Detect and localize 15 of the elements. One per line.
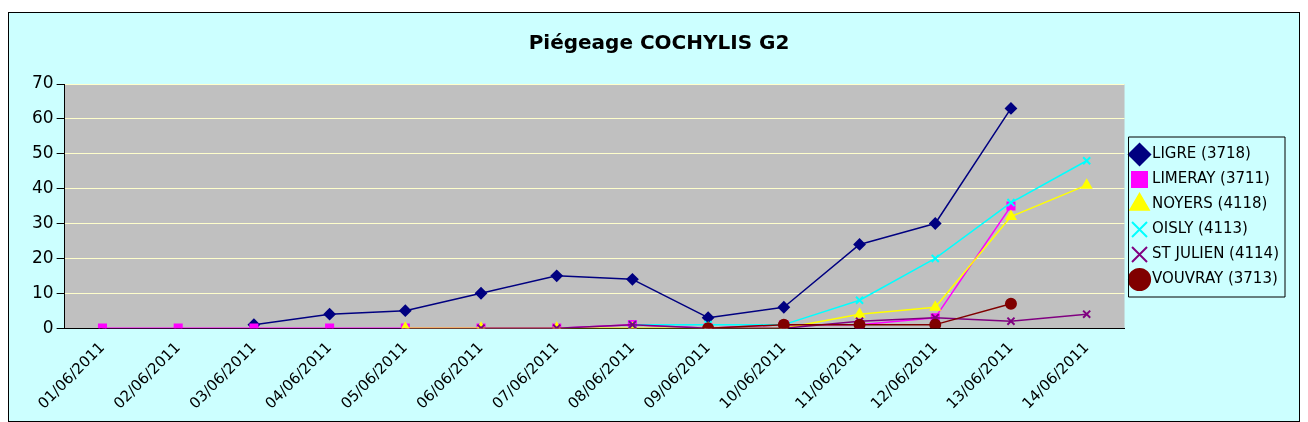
y-tick-label: 70 (31, 72, 54, 93)
legend-label: LIMERAY (3711) (1152, 169, 1270, 188)
legend-label: NOYERS (4118) (1152, 194, 1268, 213)
legend-label: ST JULIEN (4114) (1152, 244, 1279, 263)
legend-label: LIGRE (3718) (1152, 144, 1251, 163)
legend-label: VOUVRAY (3713) (1152, 269, 1278, 288)
y-tick-label: 50 (31, 142, 54, 163)
y-tick-label: 60 (31, 107, 54, 128)
y-tick-label: 40 (31, 177, 54, 198)
chart-title: Piégeage COCHYLIS G2 (528, 30, 790, 55)
y-tick-label: 20 (31, 246, 54, 267)
legend-label: OISLY (4113) (1152, 219, 1248, 238)
y-tick-label: 30 (31, 211, 54, 232)
y-tick-label: 10 (31, 281, 54, 302)
y-tick-label: 0 (42, 316, 54, 337)
